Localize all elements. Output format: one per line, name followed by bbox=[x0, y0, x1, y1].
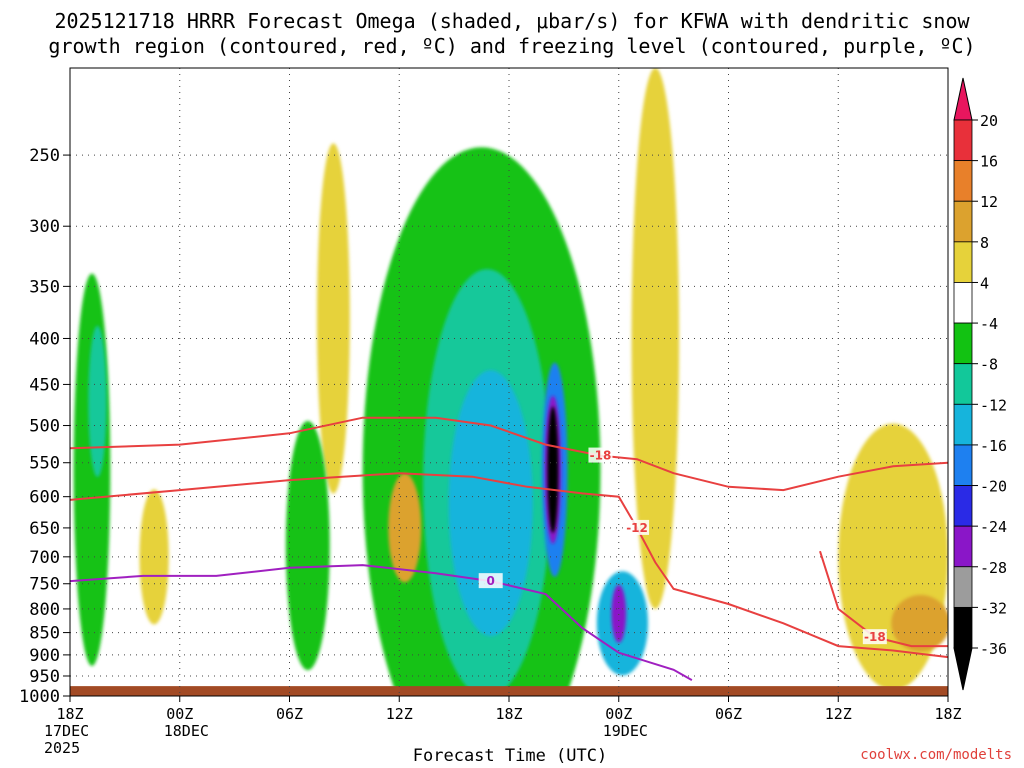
colorbar-label: -12 bbox=[980, 396, 1007, 414]
colorbar-label: -32 bbox=[980, 599, 1007, 617]
x-tick-label: 17DEC bbox=[44, 722, 89, 740]
colorbar-segment bbox=[953, 282, 973, 324]
x-tick-label: 18Z bbox=[934, 705, 961, 723]
freezing-level-label: 0 bbox=[487, 574, 495, 588]
x-tick-label: 12Z bbox=[825, 705, 852, 723]
chart-title-line1: 2025121718 HRRR Forecast Omega (shaded, … bbox=[54, 9, 970, 33]
x-tick-label: 12Z bbox=[386, 705, 413, 723]
omega-region-left-green bbox=[73, 273, 111, 666]
dgz-minus12 bbox=[70, 472, 948, 659]
dgz-minus12-label: -12 bbox=[626, 521, 648, 535]
y-tick-label: 450 bbox=[29, 375, 60, 395]
colorbar-segment bbox=[953, 119, 973, 162]
x-tick-label: 18Z bbox=[56, 705, 83, 723]
omega-shading bbox=[73, 68, 948, 696]
x-tick-label: 06Z bbox=[276, 705, 303, 723]
ground-layer bbox=[70, 686, 948, 696]
colorbar-segment bbox=[953, 403, 973, 446]
contour-lines: -18 -12 -18 0 bbox=[70, 416, 948, 681]
y-tick-label: 800 bbox=[29, 600, 60, 620]
freezing-level bbox=[70, 564, 693, 681]
y-tick-label: 350 bbox=[29, 277, 60, 297]
grid-lines bbox=[69, 68, 949, 697]
y-tick-label: 700 bbox=[29, 548, 60, 568]
freezing-level-label-bg bbox=[478, 573, 503, 589]
omega-region-mid-green bbox=[285, 420, 330, 671]
colorbar-label: 4 bbox=[980, 274, 989, 292]
credit-text: coolwx.com/modelts bbox=[860, 747, 1012, 763]
y-tick-label: 650 bbox=[29, 519, 60, 539]
colorbar-segment bbox=[953, 525, 973, 568]
colorbar-segment bbox=[953, 322, 973, 365]
colorbar-segment bbox=[953, 606, 973, 649]
colorbar-segment bbox=[953, 566, 973, 608]
chart-title-line2: growth region (contoured, red, ºC) and f… bbox=[48, 34, 976, 58]
colorbar-label: -36 bbox=[980, 640, 1007, 658]
y-tick-label: 400 bbox=[29, 329, 60, 349]
colorbar: 20 16 12 8 4 -4 -8 -12 -16 -20 -24 -28 -32 -36 bbox=[953, 77, 1007, 691]
omega-region-right-orange bbox=[891, 595, 948, 652]
omega-region-black-core bbox=[547, 406, 559, 534]
colorbar-segment bbox=[953, 160, 973, 202]
x-tick-label: 00Z bbox=[166, 705, 193, 723]
colorbar-label: -16 bbox=[980, 437, 1007, 455]
colorbar-label: -24 bbox=[980, 518, 1007, 536]
dgz-minus12-label-bg bbox=[625, 519, 650, 535]
y-tick-label: 1000 bbox=[19, 687, 60, 707]
x-tick-label: 00Z bbox=[605, 705, 632, 723]
x-tick-label: 19DEC bbox=[603, 722, 648, 740]
x-tick-label: 18DEC bbox=[164, 722, 209, 740]
y-tick-label: 950 bbox=[29, 667, 60, 687]
colorbar-segment bbox=[953, 200, 973, 243]
y-tick-label: 250 bbox=[29, 146, 60, 166]
omega-region-upper-yellow bbox=[316, 143, 350, 494]
colorbar-bottom-arrow bbox=[953, 647, 973, 691]
y-tick-label: 300 bbox=[29, 217, 60, 237]
dgz-minus18-upper-label-bg bbox=[588, 447, 613, 463]
colorbar-segment bbox=[953, 485, 973, 527]
y-axis: 2503003504004505005506006507007508008509… bbox=[19, 146, 70, 707]
x-tick-label: 2025 bbox=[44, 739, 80, 757]
y-tick-label: 900 bbox=[29, 646, 60, 666]
y-tick-label: 750 bbox=[29, 575, 60, 595]
dgz-minus18-lower-label: -18 bbox=[864, 630, 886, 644]
colorbar-segment bbox=[953, 241, 973, 283]
colorbar-label: -28 bbox=[980, 559, 1007, 577]
y-tick-label: 500 bbox=[29, 417, 60, 437]
colorbar-segment bbox=[953, 444, 973, 486]
omega-region-lower-purple bbox=[611, 584, 627, 643]
dgz-minus18-upper-label: -18 bbox=[590, 449, 612, 463]
omega-region-orange-cell bbox=[388, 473, 422, 583]
ground-fill bbox=[70, 686, 948, 696]
y-tick-label: 550 bbox=[29, 454, 60, 474]
colorbar-label: -20 bbox=[980, 478, 1007, 496]
y-tick-label: 600 bbox=[29, 488, 60, 508]
colorbar-label: -4 bbox=[980, 315, 998, 333]
omega-region-left-teal bbox=[88, 325, 107, 478]
omega-region-upper-right-yellow bbox=[631, 68, 680, 609]
x-tick-label: 06Z bbox=[715, 705, 742, 723]
colorbar-label: -8 bbox=[980, 356, 998, 374]
omega-region-main-cyan bbox=[448, 370, 533, 636]
colorbar-label: 12 bbox=[980, 193, 998, 211]
colorbar-label: 8 bbox=[980, 234, 989, 252]
colorbar-top-arrow bbox=[953, 77, 973, 121]
colorbar-label: 16 bbox=[980, 153, 998, 171]
dgz-minus18-lower-label-bg bbox=[862, 629, 887, 645]
colorbar-segment bbox=[953, 363, 973, 405]
colorbar-label: 20 bbox=[980, 112, 998, 130]
y-tick-label: 850 bbox=[29, 624, 60, 644]
x-tick-label: 18Z bbox=[495, 705, 522, 723]
x-axis-label: Forecast Time (UTC) bbox=[412, 746, 608, 766]
